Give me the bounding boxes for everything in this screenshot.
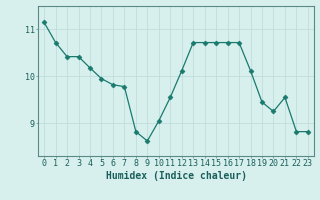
X-axis label: Humidex (Indice chaleur): Humidex (Indice chaleur) bbox=[106, 171, 246, 181]
